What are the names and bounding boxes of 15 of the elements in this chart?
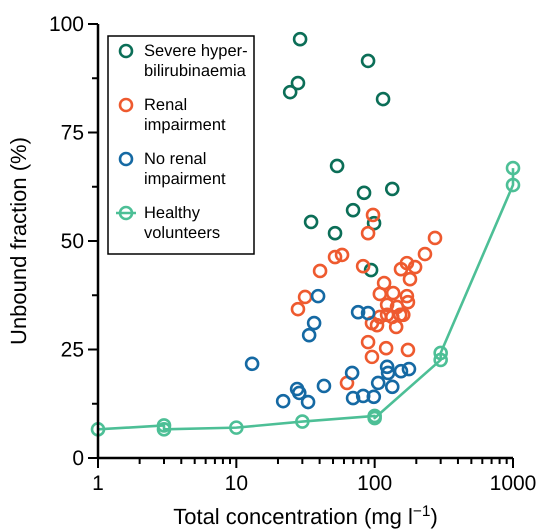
y-tick-label: 50 <box>60 230 84 253</box>
x-tick-label: 10 <box>224 472 248 495</box>
y-tick-label: 100 <box>48 13 84 36</box>
x-tick-label: 1 <box>92 472 104 495</box>
x-axis-title: Total concentration (mg l$^{−1}$) <box>173 502 438 529</box>
legend-label: Renal impairment <box>144 96 226 134</box>
y-tick-label: 25 <box>60 338 84 362</box>
x-tick-label: 1000 <box>490 472 536 495</box>
legend-label: Healthy volunteers <box>144 204 220 242</box>
y-tick-label: 0 <box>72 447 84 470</box>
y-axis-title: Unbound fraction (%) <box>6 137 31 345</box>
x-tick-label: 100 <box>357 472 392 495</box>
legend-label: No renal impairment <box>144 150 226 188</box>
legend-label: Severe hyper-bilirubinaemia <box>144 42 248 80</box>
y-tick-label: 75 <box>60 122 84 144</box>
